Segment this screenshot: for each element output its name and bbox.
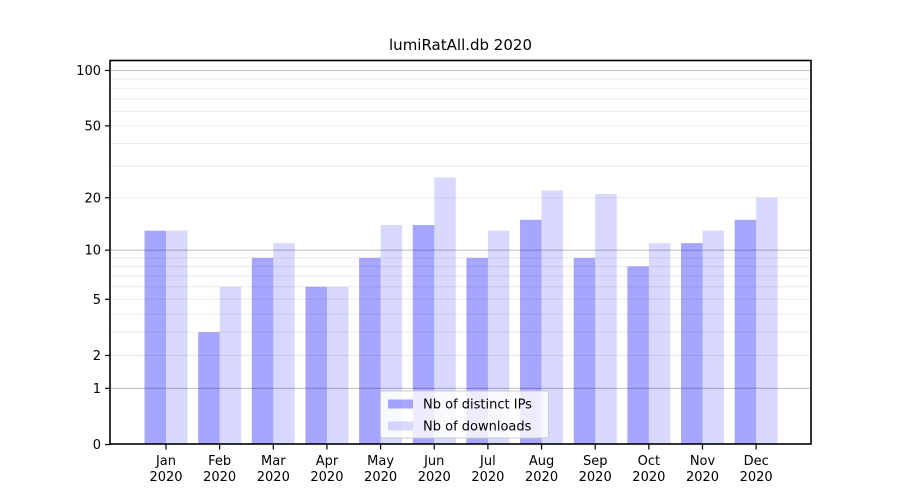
x-tick-label-year: 2020 [418, 470, 451, 485]
y-tick-label: 20 [84, 191, 101, 206]
x-tick-label-month: Nov [690, 454, 716, 469]
x-axis: Jan2020Feb2020Mar2020Apr2020May2020Jun20… [149, 444, 773, 485]
bar-distinct-ips-sep [573, 257, 596, 444]
x-tick-label-year: 2020 [364, 470, 397, 485]
bar-distinct-ips-feb [198, 332, 220, 444]
x-tick-label-year: 2020 [632, 470, 665, 485]
bar-downloads-dec [756, 197, 778, 444]
x-tick-label-month: Oct [638, 454, 660, 469]
bar-downloads-jun [434, 177, 456, 444]
major-gridlines [111, 69, 810, 389]
x-tick-label-year: 2020 [686, 470, 719, 485]
x-tick-label-month: Sep [583, 454, 608, 469]
x-tick-label-month: Apr [316, 454, 339, 469]
bar-distinct-ips-apr [305, 286, 327, 444]
y-tick-label: 1 [93, 382, 101, 397]
legend: Nb of distinct IPs Nb of downloads [380, 390, 549, 439]
x-tick-label-year: 2020 [149, 470, 182, 485]
bar-downloads-mar [273, 243, 295, 444]
x-tick-label-year: 2020 [525, 470, 558, 485]
x-tick-label-year: 2020 [740, 470, 773, 485]
y-tick-label: 100 [76, 64, 101, 79]
x-tick-label-month: Jul [479, 454, 496, 469]
x-tick-label-month: Aug [529, 454, 554, 469]
x-tick-label-year: 2020 [579, 470, 612, 485]
x-tick-label-month: Jun [423, 454, 444, 469]
bar-distinct-ips-dec [734, 219, 757, 444]
legend-label-distinct-ips: Nb of distinct IPs [423, 398, 532, 413]
y-tick-label: 50 [84, 119, 101, 134]
legend-box [380, 390, 549, 439]
bar-downloads-feb [219, 286, 242, 444]
x-tick-label-month: Jan [155, 454, 176, 469]
bar-distinct-ips-jun [412, 225, 435, 444]
bar-distinct-ips-aug [520, 219, 542, 444]
bar-downloads-apr [326, 286, 349, 444]
x-tick-label-year: 2020 [471, 470, 504, 485]
x-tick-label-year: 2020 [257, 470, 290, 485]
bar-downloads-may [380, 225, 403, 444]
x-tick-label-year: 2020 [203, 470, 236, 485]
legend-label-downloads: Nb of downloads [423, 420, 532, 435]
bar-distinct-ips-may [359, 257, 381, 444]
x-tick-label-month: Mar [261, 454, 286, 469]
plot-border [109, 59, 812, 445]
minor-gridlines [111, 78, 810, 356]
bar-distinct-ips-oct [627, 266, 649, 444]
legend-swatch-distinct-ips [388, 399, 413, 409]
chart-title: lumiRatAll.db 2020 [389, 36, 532, 54]
bar-distinct-ips-jan [144, 230, 166, 444]
x-tick-label-month: Dec [744, 454, 769, 469]
bar-distinct-ips-mar [251, 257, 274, 444]
bar-downloads-oct [648, 243, 671, 444]
x-tick-label-month: Feb [208, 454, 231, 469]
y-tick-label: 0 [93, 438, 101, 453]
bar-downloads-sep [595, 194, 617, 444]
x-tick-label-year: 2020 [310, 470, 343, 485]
y-tick-label: 10 [84, 244, 101, 259]
bar-downloads-nov [702, 230, 724, 444]
bar-downloads-aug [541, 190, 564, 444]
y-tick-label: 5 [93, 293, 101, 308]
y-tick-label: 2 [93, 349, 101, 364]
legend-swatch-downloads [388, 421, 413, 431]
bars [144, 177, 778, 444]
bar-downloads-jan [166, 230, 188, 444]
x-tick-label-month: May [367, 454, 394, 469]
bar-distinct-ips-nov [681, 243, 703, 444]
